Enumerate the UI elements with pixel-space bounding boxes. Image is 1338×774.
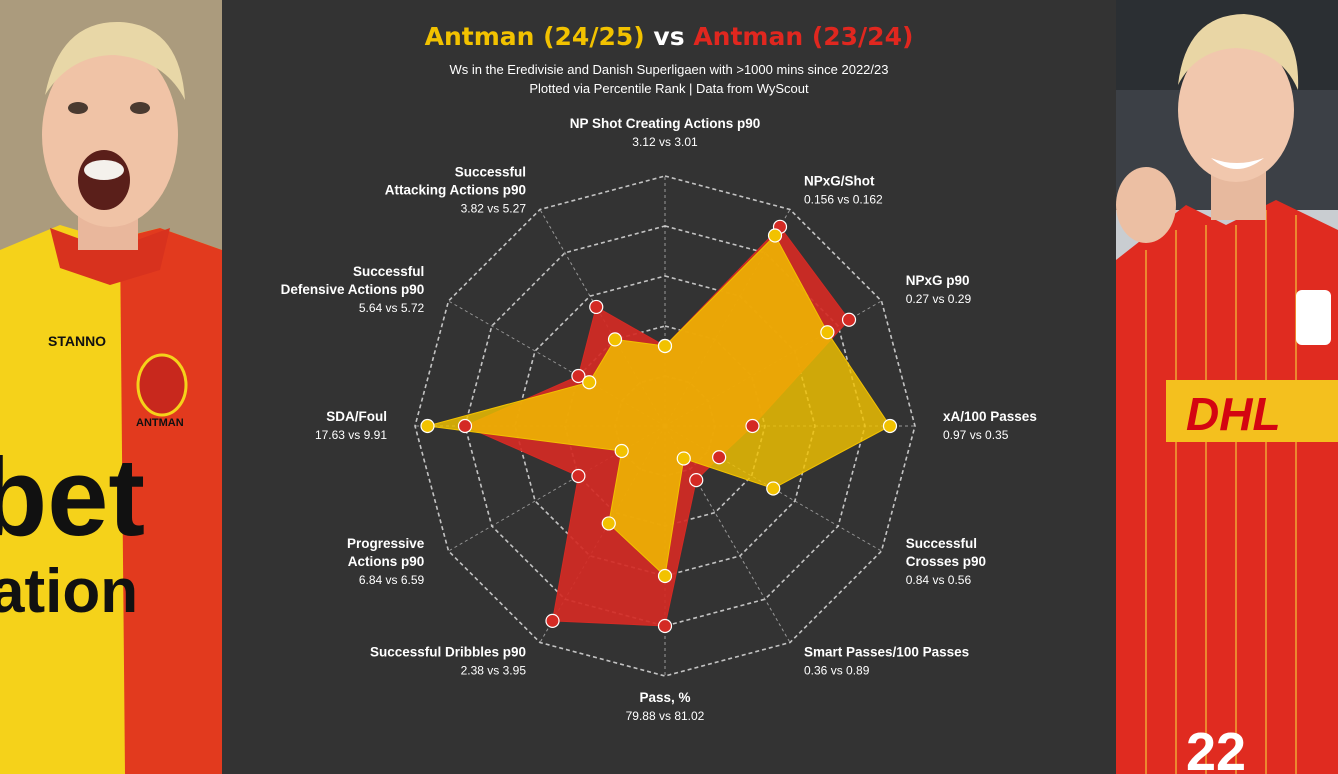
series-1-point (882, 418, 898, 434)
player-photo-right: DHL 22 (1116, 0, 1338, 774)
metric-name-label: Successful (906, 536, 977, 551)
metric-name-label: Defensive Actions p90 (281, 282, 425, 297)
series-1-point (766, 481, 781, 496)
series-1-point (582, 375, 597, 390)
metric-values-label: 0.27 vs 0.29 (906, 292, 972, 306)
series-2-point (457, 418, 473, 434)
metric-name-label: SDA/Foul (326, 409, 387, 424)
series-1-point (820, 325, 835, 340)
jersey-text-bet: bet (0, 436, 145, 559)
metric-name-label: NPxG p90 (906, 273, 970, 288)
series-2-point (657, 618, 673, 634)
metric-name-label: NP Shot Creating Actions p90 (570, 116, 761, 131)
series-1-point (601, 516, 616, 531)
jersey-name-left: ANTMAN (136, 417, 184, 429)
metric-values-label: 0.84 vs 0.56 (906, 573, 972, 587)
series-1-point (657, 568, 673, 584)
series-1-point (657, 338, 673, 354)
series-2-point (689, 473, 704, 488)
metric-name-label: Attacking Actions p90 (385, 182, 526, 197)
title-vs: vs (653, 22, 685, 51)
metric-values-label: 5.64 vs 5.72 (359, 301, 425, 315)
metric-values-label: 0.97 vs 0.35 (943, 428, 1009, 442)
metric-values-label: 2.38 vs 3.95 (461, 664, 527, 678)
metric-values-label: 0.36 vs 0.89 (804, 664, 870, 678)
metric-name-label: Successful (353, 264, 424, 279)
series-2-point (545, 613, 560, 628)
metric-name-label: Actions p90 (348, 554, 425, 569)
series-1-point (607, 332, 623, 347)
sponsor-text-left: STANNO (48, 333, 106, 349)
metric-name-label: Crosses p90 (906, 554, 986, 569)
metric-values-label: 3.82 vs 5.27 (461, 201, 527, 215)
series-1-point (676, 451, 691, 466)
jersey-sponsor-right: DHL (1186, 388, 1281, 440)
metric-name-label: Successful Dribbles p90 (370, 645, 526, 660)
jersey-number-right: 22 (1186, 722, 1246, 774)
metric-values-label: 6.84 vs 6.59 (359, 573, 425, 587)
chart-panel: Antman (24/25) vs Antman (23/24) Ws in t… (222, 0, 1116, 774)
chart-subtitle-line2: Plotted via Percentile Rank | Data from … (529, 81, 809, 96)
series-1-point (420, 418, 435, 434)
metric-values-label: 79.88 vs 81.02 (626, 709, 705, 723)
chart-subtitle-line1: Ws in the Eredivisie and Danish Superlig… (449, 62, 889, 77)
jersey-text-ation: ation (0, 557, 138, 626)
series-2-point (712, 450, 727, 465)
series-2-point (841, 312, 857, 327)
title-player-b: Antman (23/24) (693, 22, 914, 51)
title-player-a: Antman (24/25) (424, 22, 645, 51)
series-2-point (589, 299, 604, 315)
radar-chart: NP Shot Creating Actions p90 3.12 vs 3.01… (281, 116, 1037, 723)
series-1-point (767, 228, 783, 243)
metric-name-label: xA/100 Passes (943, 409, 1037, 424)
metric-name-label: NPxG/Shot (804, 173, 875, 188)
metric-name-label: Progressive (347, 536, 425, 551)
series-1-point (614, 443, 629, 459)
chart-title: Antman (24/25) vs Antman (23/24) (222, 22, 1116, 51)
metric-values-label: 17.63 vs 9.91 (315, 428, 387, 442)
metric-name-label: Smart Passes/100 Passes (804, 645, 969, 660)
metric-name-label: Successful (455, 164, 526, 179)
series-2-point (745, 418, 760, 434)
series-2-point (571, 368, 586, 384)
metric-values-label: 0.156 vs 0.162 (804, 192, 883, 206)
metric-name-label: Pass, % (639, 690, 690, 705)
player-photo-left: STANNO ANTMAN bet ation (0, 0, 222, 774)
metric-values-label: 3.12 vs 3.01 (632, 135, 698, 149)
series-2-point (571, 468, 586, 484)
